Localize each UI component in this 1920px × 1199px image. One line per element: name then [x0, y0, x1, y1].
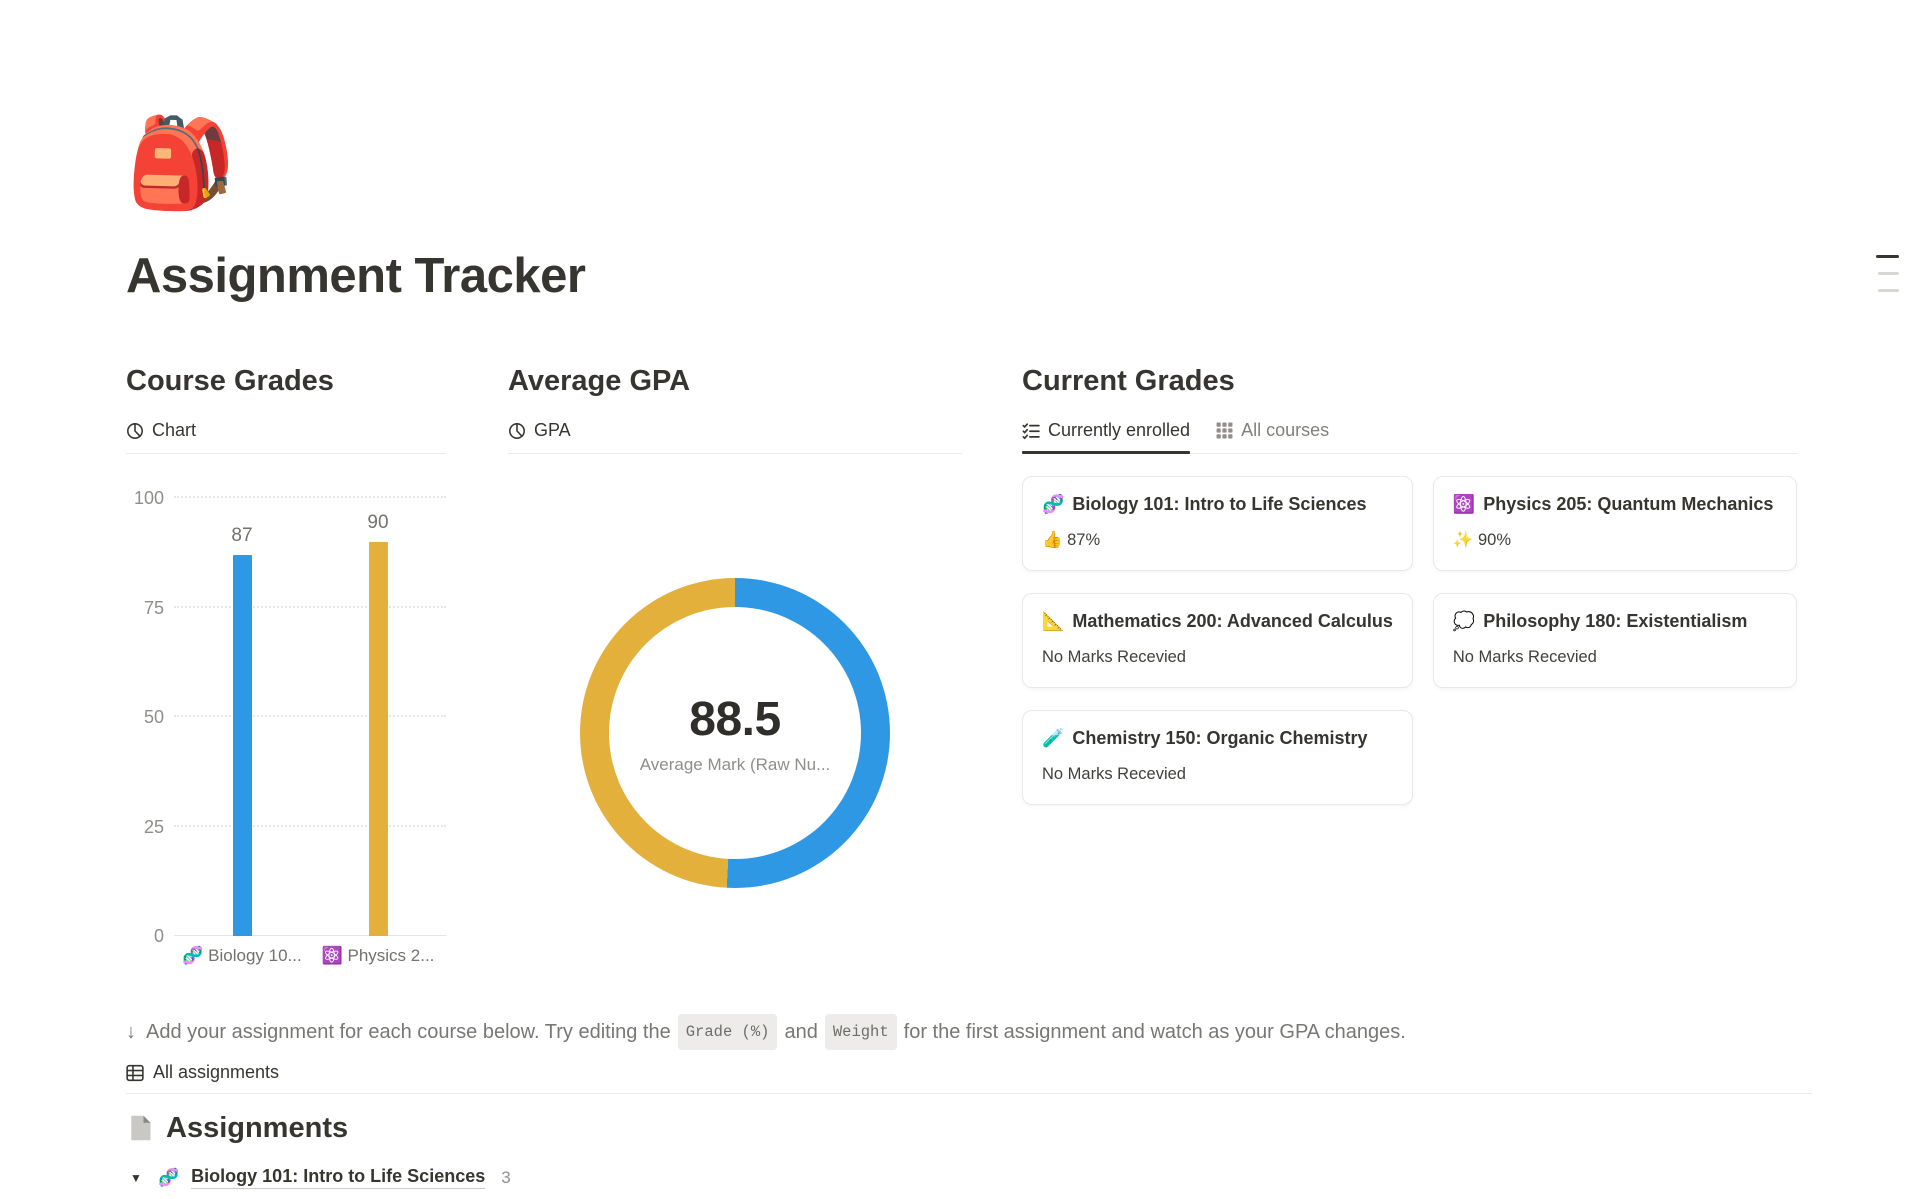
- card-title: Chemistry 150: Organic Chemistry: [1072, 728, 1368, 748]
- checklist-icon: [1022, 422, 1040, 440]
- section-average-gpa: Average GPA GPA 88.5 Average Mark (Raw N…: [508, 362, 962, 966]
- bar: [368, 541, 388, 936]
- tab-currently-enrolled-label: Currently enrolled: [1048, 420, 1191, 440]
- y-axis-tick: 100: [133, 488, 164, 508]
- card-title: Mathematics 200: Advanced Calculus: [1072, 611, 1393, 631]
- tab-chart-label: Chart: [152, 420, 197, 440]
- gridline: [174, 605, 446, 608]
- bar: [232, 554, 252, 936]
- card-chemistry-150[interactable]: 🧪 Chemistry 150: Organic Chemistry No Mar…: [1022, 710, 1413, 805]
- outline-indicator[interactable]: [1876, 255, 1899, 306]
- toggle-open-icon[interactable]: ▼: [130, 1170, 142, 1185]
- dna-icon: 🧬: [158, 1167, 180, 1187]
- tab-all-assignments-label: All assignments: [153, 1062, 280, 1082]
- tab-chart[interactable]: Chart: [126, 420, 196, 453]
- current-grades-view-tabs: Currently enrolled All courses: [1022, 420, 1797, 454]
- table-icon: [126, 1064, 144, 1082]
- gpa-donut-chart: 88.5 Average Mark (Raw Nu...: [580, 578, 890, 888]
- triangular-ruler-icon: 📐: [1042, 611, 1065, 631]
- inline-code-grade: Grade (%): [677, 1014, 778, 1050]
- bar-chart-y-axis: 0 25 50 75 100: [126, 489, 174, 945]
- group-count: 3: [501, 1167, 511, 1187]
- card-grade: No Marks Recevied: [1452, 648, 1597, 666]
- tab-all-assignments[interactable]: All assignments: [126, 1062, 1812, 1094]
- tab-gpa-label: GPA: [534, 420, 571, 440]
- card-grade: 👍 87%: [1042, 531, 1101, 549]
- pie-chart-icon: [126, 422, 144, 440]
- section-course-grades: Course Grades Chart 0 25 50 75 100 87 90 🧬 Bi…: [126, 362, 446, 966]
- gpa-value: 88.5: [689, 692, 781, 746]
- instruction-between: and: [784, 1021, 818, 1043]
- card-physics-205[interactable]: ⚛️ Physics 205: Quantum Mechanics ✨ 90%: [1432, 476, 1797, 571]
- x-axis-label: 🧬 Biology 10...: [182, 946, 302, 965]
- current-grades-title: Current Grades: [1022, 365, 1235, 397]
- assignments-heading[interactable]: Assignments: [126, 1108, 1812, 1148]
- section-current-grades: Current Grades Currently enrolled All co…: [1022, 362, 1797, 966]
- outline-line[interactable]: [1878, 289, 1899, 292]
- card-title: Philosophy 180: Existentialism: [1483, 611, 1748, 631]
- tab-currently-enrolled[interactable]: Currently enrolled: [1022, 420, 1191, 454]
- instruction-text: ↓ Add your assignment for each course be…: [126, 1014, 1812, 1050]
- bar-value-label: 90: [367, 511, 389, 533]
- down-arrow-icon: ↓: [126, 1021, 136, 1043]
- y-axis-tick: 75: [143, 597, 164, 618]
- card-grade: No Marks Recevied: [1042, 765, 1186, 783]
- course-grades-title: Course Grades: [126, 365, 334, 397]
- average-gpa-view-tabs: GPA: [508, 420, 962, 454]
- card-title: Physics 205: Quantum Mechanics: [1483, 494, 1774, 514]
- gridline: [174, 715, 446, 717]
- outline-line[interactable]: [1878, 272, 1899, 275]
- gridline: [174, 935, 446, 936]
- dna-icon: 🧬: [1042, 494, 1065, 514]
- card-grade: No Marks Recevied: [1042, 648, 1186, 666]
- dashboard-columns: Course Grades Chart 0 25 50 75 100 87 90 🧬 Bi…: [126, 362, 1812, 966]
- assignment-group-row: ▼ 🧬 Biology 101: Intro to Life Sciences …: [126, 1166, 1812, 1189]
- y-axis-tick: 50: [143, 707, 164, 727]
- bar-chart-x-axis: 🧬 Biology 10... ⚛️ Physics 2...: [174, 946, 446, 966]
- inline-code-weight: Weight: [824, 1014, 897, 1050]
- bar-chart-plot: 87 90: [174, 496, 446, 936]
- card-title: Biology 101: Intro to Life Sciences: [1072, 494, 1367, 514]
- tab-gpa[interactable]: GPA: [508, 420, 571, 453]
- page-emoji-icon[interactable]: 🎒: [126, 113, 236, 212]
- page-document-icon: [126, 1114, 154, 1142]
- card-biology-101[interactable]: 🧬 Biology 101: Intro to Life Sciences 👍 8…: [1022, 476, 1413, 571]
- course-grades-view-tabs: Chart: [126, 420, 446, 454]
- group-link-biology-101[interactable]: Biology 101: Intro to Life Sciences: [191, 1166, 486, 1189]
- tab-all-courses[interactable]: All courses: [1216, 420, 1329, 453]
- gridline: [174, 496, 446, 498]
- instruction-after: for the first assignment and watch as yo…: [903, 1021, 1406, 1043]
- pie-chart-icon: [508, 422, 526, 440]
- y-axis-tick: 0: [153, 926, 164, 946]
- card-mathematics-200[interactable]: 📐 Mathematics 200: Advanced Calculus No M…: [1022, 593, 1413, 688]
- course-cards-grid: 🧬 Biology 101: Intro to Life Sciences 👍 8…: [1022, 476, 1797, 805]
- gpa-value-label: Average Mark (Raw Nu...: [639, 754, 831, 774]
- bar-value-label: 87: [231, 524, 253, 546]
- tab-all-courses-label: All courses: [1241, 420, 1330, 440]
- assignments-heading-text: Assignments: [166, 1112, 349, 1144]
- page-title[interactable]: Assignment Tracker: [126, 249, 586, 303]
- y-axis-tick: 25: [143, 816, 164, 837]
- x-axis-label: ⚛️ Physics 2...: [321, 946, 435, 965]
- outline-line-active[interactable]: [1876, 255, 1899, 258]
- course-grades-bar-chart: 0 25 50 75 100 87 90 🧬 Biology 10... ⚛️ Physic…: [126, 489, 446, 966]
- gridline: [174, 824, 446, 827]
- thought-balloon-icon: 💭: [1452, 611, 1476, 631]
- card-grade: ✨ 90%: [1452, 531, 1512, 549]
- donut-center: 88.5 Average Mark (Raw Nu...: [609, 607, 861, 859]
- card-philosophy-180[interactable]: 💭 Philosophy 180: Existentialism No Marks…: [1432, 593, 1797, 688]
- grid-icon: [1216, 422, 1233, 439]
- average-gpa-title: Average GPA: [508, 365, 691, 397]
- instruction-before: Add your assignment for each course belo…: [146, 1021, 671, 1043]
- test-tube-icon: 🧪: [1042, 728, 1065, 748]
- atom-icon: ⚛️: [1452, 494, 1476, 514]
